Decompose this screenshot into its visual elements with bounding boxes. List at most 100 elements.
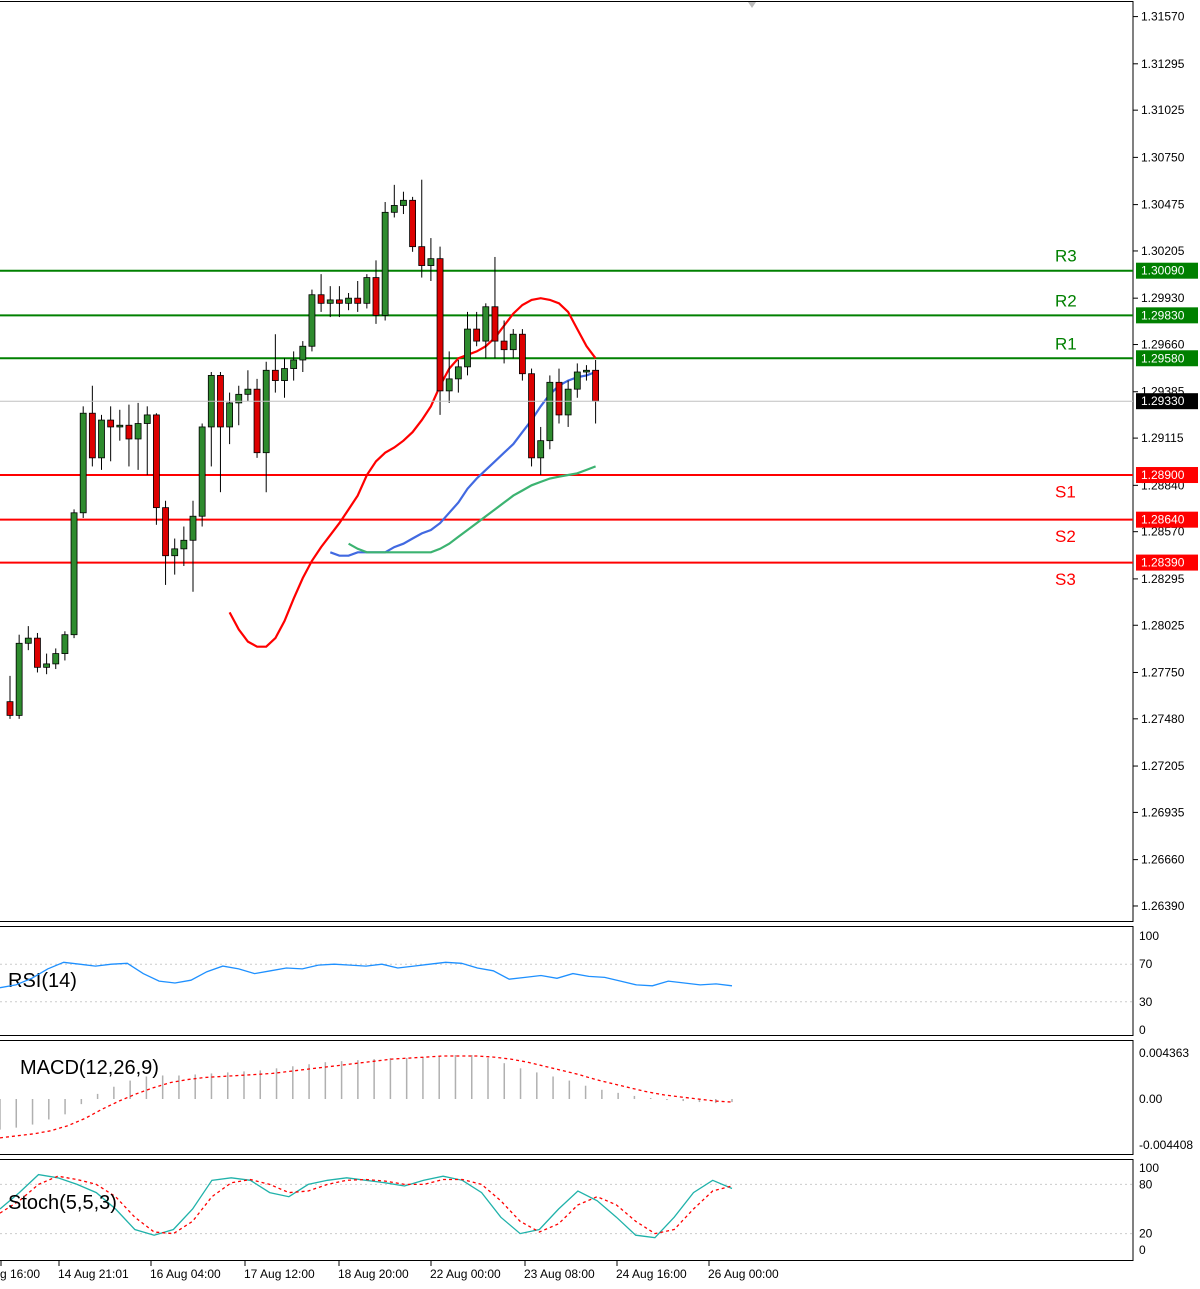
bullish-candle (262, 369, 270, 454)
price-tick-label: 1.30205 (1141, 244, 1185, 258)
bearish-candle (253, 388, 261, 454)
bullish-candle (98, 419, 105, 459)
rsi-indicator: RSI(14) 100 70 30 0 (0, 929, 1159, 1037)
bearish-candle (409, 199, 417, 248)
bearish-candle (528, 373, 535, 459)
level-price-box (1136, 350, 1198, 367)
bullish-candle (116, 424, 124, 428)
level-name-s3: S3 (1055, 570, 1076, 589)
bearish-candle (162, 507, 169, 557)
level-price-label: 1.28640 (1141, 513, 1185, 527)
level-price-box (1136, 467, 1198, 484)
stochastic-axis: 100 80 20 0 (0, 1161, 1159, 1257)
bullish-candle (171, 548, 179, 557)
moving-average-line (228, 297, 597, 648)
rsi-tick-label: 70 (1139, 957, 1153, 971)
bullish-candle (400, 199, 407, 206)
bullish-candle (235, 393, 243, 404)
level-price-label: 1.30090 (1141, 264, 1185, 278)
bullish-candle (546, 381, 554, 442)
time-tick-label: 26 Aug 00:00 (708, 1267, 779, 1281)
price-tick-label: 1.29660 (1141, 338, 1185, 352)
bullish-candle (52, 653, 60, 665)
bullish-candle (299, 345, 307, 361)
pane-borders (0, 1, 1134, 1261)
bullish-candle (326, 299, 334, 304)
bearish-candle (436, 258, 444, 392)
macd-label: MACD(12,26,9) (20, 1057, 159, 1079)
candlesticks (6, 179, 599, 719)
bearish-candle (354, 297, 362, 304)
rsi-axis: 100 70 30 0 (0, 929, 1159, 1037)
bearish-candle (519, 333, 526, 375)
time-tick-label: 18 Aug 20:00 (338, 1267, 409, 1281)
bullish-candle (509, 333, 517, 351)
bullish-candle (226, 402, 234, 428)
time-tick-label: g 16:00 (0, 1267, 40, 1281)
bullish-candle (363, 277, 371, 304)
stochastic-label: Stoch(5,5,3) (8, 1192, 117, 1214)
bullish-candle (70, 512, 78, 636)
bearish-candle (473, 328, 481, 342)
stochastic-tick-label: 80 (1139, 1177, 1153, 1191)
stochastic-tick-label: 20 (1139, 1227, 1153, 1241)
level-price-box (1136, 307, 1198, 324)
time-tick-label: 16 Aug 04:00 (150, 1267, 221, 1281)
bearish-candle (500, 340, 508, 351)
bullish-candle (189, 515, 197, 541)
level-name-r3: R3 (1055, 247, 1077, 266)
bullish-candle (15, 642, 23, 716)
level-price-label: 1.29830 (1141, 308, 1185, 322)
bullish-candle (537, 440, 545, 459)
price-tick-label: 1.26390 (1141, 899, 1185, 913)
bearish-candle (555, 381, 563, 416)
bullish-candle (244, 388, 252, 395)
bearish-candle (491, 306, 499, 342)
rsi-tick-label: 0 (1139, 1023, 1146, 1037)
moving-average-line (348, 465, 596, 554)
bullish-candle (482, 306, 490, 342)
bearish-candle (152, 414, 160, 509)
time-tick-label: 14 Aug 21:01 (58, 1267, 129, 1281)
bearish-candle (335, 299, 343, 304)
bullish-candle (390, 205, 398, 213)
level-name-s1: S1 (1055, 483, 1076, 502)
level-name-r2: R2 (1055, 291, 1077, 310)
time-axis: g 16:00 14 Aug 21:01 16 Aug 04:00 17 Aug 12… (0, 1261, 779, 1281)
stochastic-main-line (0, 1173, 733, 1239)
rsi-line (0, 961, 733, 989)
macd-indicator: MACD(12,26,9) 0.004363 0.00 -0.004408 (0, 1046, 1193, 1152)
price-tick-label: 1.28570 (1141, 525, 1185, 539)
macd-pane (0, 1040, 1134, 1155)
bearish-candle (271, 369, 279, 381)
macd-histogram (0, 1055, 733, 1130)
time-tick-label: 22 Aug 00:00 (430, 1267, 501, 1281)
price-tick-label: 1.28025 (1141, 618, 1185, 632)
stochastic-tick-label: 100 (1139, 1161, 1159, 1175)
rsi-pane (0, 926, 1134, 1036)
bearish-candle (418, 246, 426, 266)
rsi-tick-label: 30 (1139, 995, 1153, 1009)
stochastic-indicator: 100 80 20 0 Stoch(5,5,3) (0, 1161, 1159, 1257)
bullish-candle (134, 423, 142, 440)
macd-tick-label: 0.00 (1139, 1092, 1163, 1106)
price-tick-label: 1.28295 (1141, 572, 1185, 586)
level-price-box (1136, 262, 1198, 279)
chart-shift-marker[interactable] (748, 2, 756, 8)
bullish-candle (445, 378, 453, 392)
bullish-candle (180, 539, 188, 550)
price-tick-label: 1.31295 (1141, 57, 1185, 71)
stochastic-pane (0, 1159, 1134, 1261)
bullish-candle (573, 371, 581, 390)
level-price-label: 1.29580 (1141, 351, 1185, 365)
price-tick-label: 1.29930 (1141, 291, 1185, 305)
level-name-r1: R1 (1055, 334, 1077, 353)
price-tick-label: 1.31025 (1141, 103, 1185, 117)
current-price-box (1136, 393, 1198, 410)
bullish-candle (143, 414, 151, 424)
bullish-candle (427, 258, 435, 266)
time-tick-label: 23 Aug 08:00 (524, 1267, 595, 1281)
bearish-candle (34, 637, 41, 668)
